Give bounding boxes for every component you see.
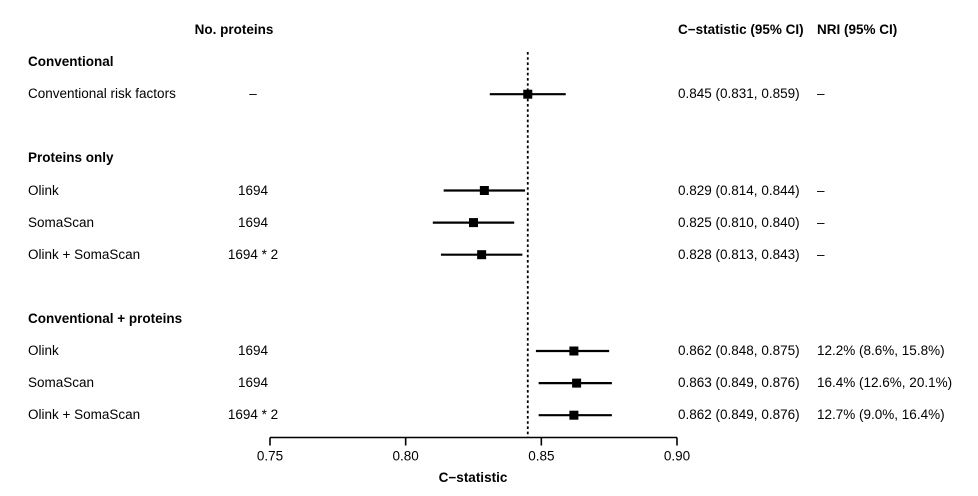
row-n-proteins: 1694: [237, 375, 269, 391]
point-estimate: [479, 186, 489, 195]
row-nri: –: [817, 182, 825, 198]
row-c-statistic: 0.862 (0.848, 0.875): [678, 343, 800, 358]
row-label: Conventional risk factors: [28, 86, 176, 102]
row-c-statistic: 0.862 (0.849, 0.876): [678, 407, 800, 423]
axis-tick-label: 0.80: [393, 449, 419, 464]
x-axis-title: C−statistic: [438, 470, 508, 485]
axis-tick-label: 0.85: [528, 449, 554, 464]
row-n-proteins: –: [249, 86, 257, 102]
row-n-proteins: 1694 * 2: [227, 246, 279, 262]
row-label: SomaScan: [28, 375, 95, 391]
row-n-proteins: 1694 * 2: [227, 407, 279, 423]
row-n-proteins: 1694: [237, 343, 269, 358]
axis-tick-label: 0.90: [664, 449, 690, 464]
row-nri: –: [817, 86, 825, 102]
row-c-statistic: 0.845 (0.831, 0.859): [678, 86, 800, 102]
column-header-c-statistic: C−statistic (95% CI): [678, 22, 804, 37]
group-header: Conventional + proteins: [28, 310, 183, 326]
row-label: Olink + SomaScan: [28, 246, 141, 262]
point-estimate: [569, 410, 579, 420]
row-nri: –: [817, 246, 825, 262]
row-nri: 16.4% (12.6%, 20.1%): [817, 375, 953, 391]
row-nri: 12.7% (9.0%, 16.4%): [817, 407, 945, 423]
row-label: SomaScan: [28, 214, 95, 230]
row-label: Olink + SomaScan: [28, 407, 141, 423]
column-header-no-proteins: No. proteins: [194, 22, 274, 37]
row-nri: 12.2% (8.6%, 15.8%): [817, 343, 945, 358]
row-c-statistic: 0.825 (0.810, 0.840): [678, 214, 800, 230]
row-label: Olink: [28, 182, 59, 198]
point-estimate: [477, 250, 487, 260]
group-header: Proteins only: [28, 150, 114, 166]
row-label: Olink: [28, 343, 59, 358]
axis-tick-label: 0.75: [257, 449, 283, 464]
point-estimate: [469, 218, 478, 228]
point-estimate: [569, 346, 579, 356]
point-estimate: [572, 378, 582, 388]
row-c-statistic: 0.828 (0.813, 0.843): [678, 246, 800, 262]
row-nri: –: [817, 214, 825, 230]
row-n-proteins: 1694: [237, 182, 269, 198]
column-header-nri: NRI (95% CI): [817, 22, 898, 37]
row-n-proteins: 1694: [237, 214, 269, 230]
point-estimate: [523, 89, 533, 99]
row-c-statistic: 0.829 (0.814, 0.844): [678, 182, 800, 198]
row-c-statistic: 0.863 (0.849, 0.876): [678, 375, 800, 391]
group-header: Conventional: [28, 54, 114, 70]
